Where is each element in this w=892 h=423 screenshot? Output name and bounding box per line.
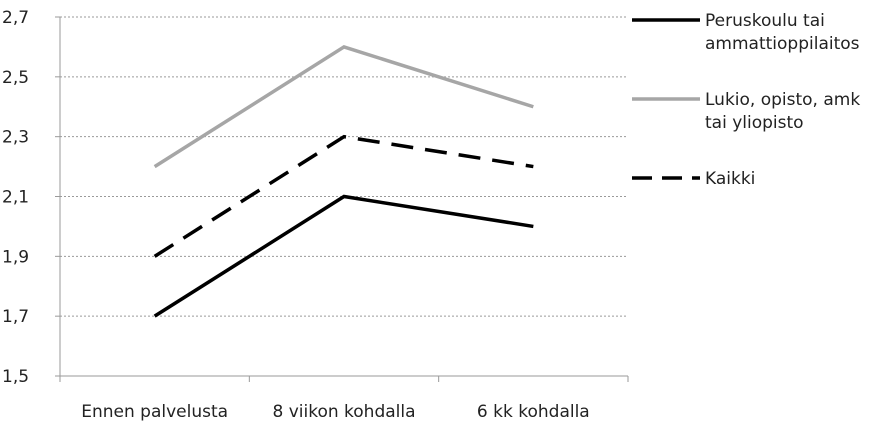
series-line-2 — [153, 45, 534, 169]
x-tick-label: 6 kk kohdalla — [477, 402, 590, 422]
y-tick-label: 2,3 — [2, 128, 29, 148]
x-tick-labels: Ennen palvelusta 8 viikon kohdalla 6 kk ko… — [81, 402, 589, 422]
x-tick-label: 8 viikon kohdalla — [272, 402, 415, 422]
y-tick-label: 2,7 — [2, 8, 29, 28]
y-tick-label: 1,5 — [2, 367, 29, 387]
axes — [55, 16, 629, 382]
y-tick-label: 1,9 — [2, 247, 29, 267]
legend-label-2: Lukio, opisto, amk — [705, 90, 860, 110]
series-lines — [153, 45, 534, 318]
legend-label-1: ammattioppilaitos — [705, 34, 860, 54]
y-tick-labels: 1,5 1,7 1,9 2,1 2,3 2,5 2,7 — [2, 8, 29, 387]
series-line-1 — [153, 194, 534, 318]
legend: Peruskoulu tai ammattioppilaitos Lukio, op… — [632, 11, 860, 189]
y-tick-label: 2,1 — [2, 188, 29, 208]
y-tick-label: 2,5 — [2, 68, 29, 88]
grid-lines — [60, 16, 628, 317]
legend-label-3: Kaikki — [705, 169, 755, 189]
x-tick-label: Ennen palvelusta — [81, 402, 228, 422]
y-tick-label: 1,7 — [2, 307, 29, 327]
series-line-3 — [153, 134, 534, 258]
legend-label-2: tai yliopisto — [705, 113, 804, 133]
legend-label-1: Peruskoulu tai — [705, 11, 825, 31]
